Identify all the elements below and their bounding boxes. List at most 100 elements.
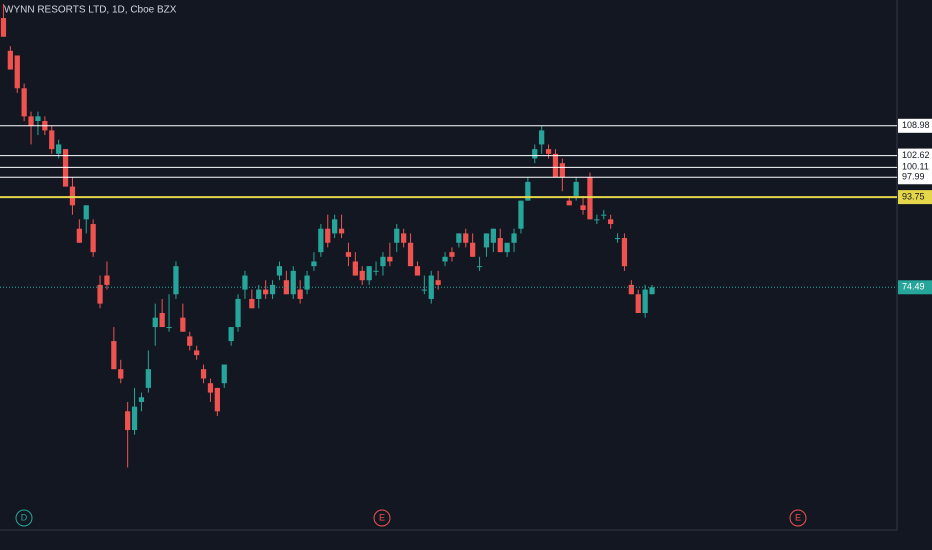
chart-title: WYNN RESORTS LTD, 1D, Cboe BZX: [4, 5, 177, 16]
candle-body: [649, 287, 655, 295]
candle-body: [131, 406, 138, 431]
candle-body: [69, 186, 76, 206]
candle-body: [414, 266, 421, 276]
price-tag-label: 102.62: [902, 150, 930, 160]
event-marker: [789, 509, 807, 527]
candle-body: [608, 219, 614, 225]
candle-body: [476, 266, 483, 268]
candle-body: [559, 163, 565, 178]
candle-body: [125, 411, 131, 431]
price-tag-label: 97.99: [902, 172, 925, 182]
event-marker: [373, 509, 391, 527]
candle-body: [545, 149, 552, 154]
candle-body: [21, 88, 27, 117]
candle-body: [207, 383, 214, 393]
candle-body: [428, 275, 434, 299]
candle-body: [138, 397, 145, 402]
candle-body: [483, 233, 490, 248]
price-tag: [898, 118, 932, 133]
candle-body: [345, 252, 352, 257]
candle-body: [145, 369, 151, 388]
event-marker: [15, 509, 33, 527]
candle-body: [497, 238, 503, 253]
candle-body: [573, 181, 579, 196]
candle-body: [180, 317, 186, 332]
candle-body: [62, 149, 69, 187]
candle-body: [90, 224, 96, 253]
candle-body: [200, 369, 207, 379]
candle-body: [283, 280, 289, 295]
candle-body: [56, 144, 62, 154]
candle-body: [401, 233, 407, 243]
candle-body: [587, 177, 593, 220]
candle-body: [173, 266, 179, 295]
candle-body: [325, 228, 331, 243]
candle-body: [228, 327, 234, 342]
candle-body: [442, 256, 448, 262]
price-tag-label: 100.11: [902, 162, 929, 172]
candle-body: [539, 130, 545, 145]
candle-body: [552, 153, 559, 178]
candle-body: [28, 116, 34, 126]
candle-body: [152, 317, 158, 328]
candle-body: [166, 327, 172, 329]
candle-body: [580, 205, 586, 210]
plot: [0, 3, 897, 468]
candle-body: [214, 387, 220, 412]
candle-body: [614, 238, 621, 240]
price-tag: [898, 170, 932, 185]
candle-body: [628, 284, 634, 295]
candle-body: [449, 252, 455, 257]
candle-body: [83, 205, 89, 220]
price-tag: [898, 190, 932, 205]
candle-body: [235, 298, 241, 328]
candle-body: [194, 350, 200, 356]
candle-body: [35, 116, 41, 122]
candle-body: [373, 270, 379, 272]
candle-body: [359, 270, 365, 281]
candle-body: [435, 280, 441, 285]
candle-body: [387, 256, 393, 262]
candle-body: [490, 228, 496, 243]
event-marker-label: D: [21, 512, 28, 522]
event-marker-label: E: [379, 512, 385, 522]
price-tag-label: 108.98: [902, 120, 930, 130]
candle-body: [394, 228, 400, 243]
price-tag: [898, 280, 932, 295]
candle-body: [421, 289, 427, 291]
candle-body: [366, 266, 372, 281]
candle-body: [276, 266, 283, 276]
candle-body: [470, 242, 476, 257]
candle-body: [525, 181, 531, 201]
candle-body: [304, 275, 310, 290]
candle-body: [297, 289, 303, 299]
candle-body: [601, 214, 607, 216]
candle-body: [635, 294, 641, 313]
candle-body: [97, 284, 103, 304]
candle-body: [159, 312, 165, 328]
candle-body: [0, 18, 7, 37]
price-tag-label: 93.75: [902, 191, 925, 201]
candle-body: [290, 270, 296, 295]
candle-body: [104, 275, 110, 285]
candle-body: [463, 233, 469, 243]
candle-body: [49, 130, 55, 150]
candle-body: [332, 219, 338, 234]
candle-body: [269, 284, 276, 295]
candle-body: [118, 369, 124, 379]
candle-body: [518, 200, 524, 229]
candle-body: [256, 289, 262, 299]
candle-body: [76, 228, 82, 243]
candle-body: [511, 233, 517, 243]
candle-body: [380, 256, 386, 267]
price-tag: [898, 148, 932, 163]
candle-body: [242, 275, 248, 290]
candle-body: [566, 200, 572, 206]
candle-body: [338, 228, 345, 234]
candle-body: [318, 228, 324, 253]
candle-body: [407, 242, 414, 267]
candle-body: [352, 261, 358, 276]
